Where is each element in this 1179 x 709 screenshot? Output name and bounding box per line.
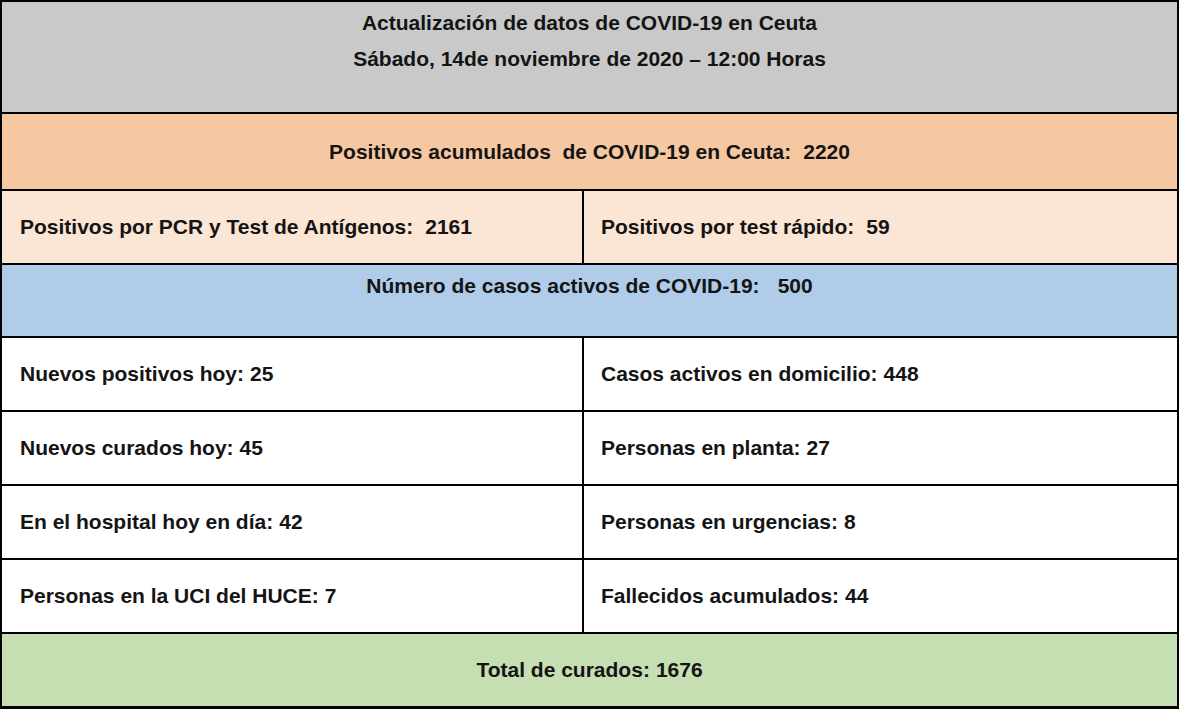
cell-in-icu: Personas en la UCI del HUCE: 7 <box>2 560 584 632</box>
total-recovered-value: 1676 <box>656 658 703 682</box>
pcr-antigen-label: Positivos por PCR y Test de Antígenos: <box>20 215 413 239</box>
new-recovered-value: 45 <box>240 436 263 460</box>
active-at-home-value: 448 <box>884 362 919 386</box>
in-icu-value: 7 <box>325 584 337 608</box>
accumulated-deaths-value: 44 <box>845 584 868 608</box>
row-stats-4: Personas en la UCI del HUCE: 7 Fallecido… <box>2 560 1177 634</box>
active-cases-label: Número de casos activos de COVID-19: <box>366 274 759 336</box>
row-stats-1: Nuevos positivos hoy: 25 Casos activos e… <box>2 338 1177 412</box>
cell-accumulated-deaths: Fallecidos acumulados: 44 <box>584 560 1177 632</box>
covid-data-table: Actualización de datos de COVID-19 en Ce… <box>0 0 1179 709</box>
row-total-recovered: Total de curados: 1676 <box>2 634 1177 706</box>
accumulated-deaths-label: Fallecidos acumulados: <box>601 584 839 608</box>
new-positives-label: Nuevos positivos hoy: <box>20 362 244 386</box>
row-stats-2: Nuevos curados hoy: 45 Personas en plant… <box>2 412 1177 486</box>
cell-in-ward: Personas en planta: 27 <box>584 412 1177 484</box>
title-line2: Sábado, 14de noviembre de 2020 – 12:00 H… <box>353 41 826 77</box>
in-er-label: Personas en urgencias: <box>601 510 838 534</box>
new-positives-value: 25 <box>250 362 273 386</box>
in-hospital-label: En el hospital hoy en día: <box>20 510 273 534</box>
active-at-home-label: Casos activos en domicilio: <box>601 362 878 386</box>
in-ward-value: 27 <box>807 436 830 460</box>
title-line1: Actualización de datos de COVID-19 en Ce… <box>362 5 817 41</box>
new-recovered-label: Nuevos curados hoy: <box>20 436 234 460</box>
rapid-test-label: Positivos por test rápido: <box>601 215 854 239</box>
cell-pcr-antigen-positives: Positivos por PCR y Test de Antígenos: 2… <box>2 191 584 263</box>
in-er-value: 8 <box>844 510 856 534</box>
pcr-antigen-value: 2161 <box>425 215 472 239</box>
row-positives-breakdown: Positivos por PCR y Test de Antígenos: 2… <box>2 191 1177 265</box>
cell-new-positives-today: Nuevos positivos hoy: 25 <box>2 338 584 410</box>
in-icu-label: Personas en la UCI del HUCE: <box>20 584 319 608</box>
cell-in-er: Personas en urgencias: 8 <box>584 486 1177 558</box>
row-accumulated-positives: Positivos acumulados de COVID-19 en Ceut… <box>2 114 1177 191</box>
cell-rapid-test-positives: Positivos por test rápido: 59 <box>584 191 1177 263</box>
accumulated-positives-label: Positivos acumulados de COVID-19 en Ceut… <box>329 140 791 164</box>
title-header: Actualización de datos de COVID-19 en Ce… <box>2 2 1177 114</box>
rapid-test-value: 59 <box>866 215 889 239</box>
in-ward-label: Personas en planta: <box>601 436 801 460</box>
cell-active-at-home: Casos activos en domicilio: 448 <box>584 338 1177 410</box>
in-hospital-value: 42 <box>279 510 302 534</box>
row-stats-3: En el hospital hoy en día: 42 Personas e… <box>2 486 1177 560</box>
row-active-cases: Número de casos activos de COVID-19: 500 <box>2 265 1177 338</box>
accumulated-positives-value: 2220 <box>803 140 850 164</box>
active-cases-value: 500 <box>778 274 813 336</box>
cell-new-recovered-today: Nuevos curados hoy: 45 <box>2 412 584 484</box>
cell-in-hospital-today: En el hospital hoy en día: 42 <box>2 486 584 558</box>
total-recovered-label: Total de curados: <box>476 658 649 682</box>
